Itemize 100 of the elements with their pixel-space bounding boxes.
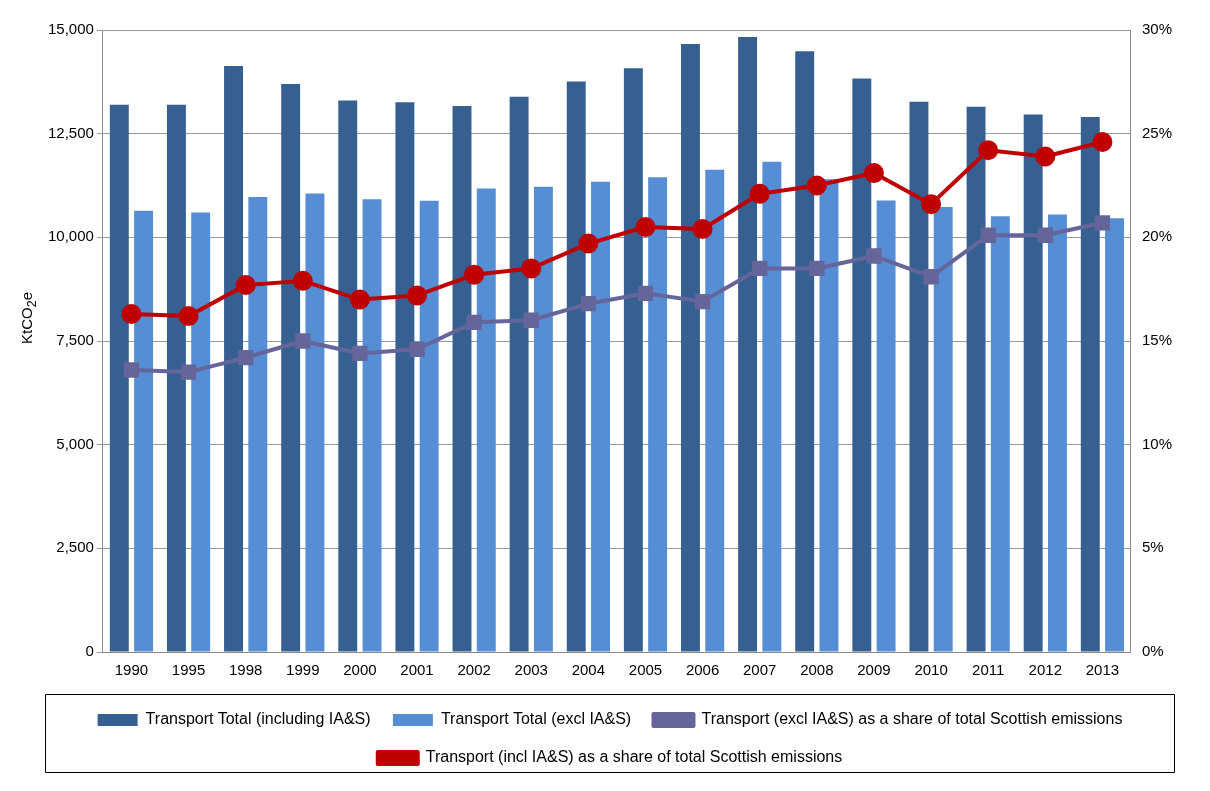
x-tick-label: 2002: [457, 661, 491, 679]
y2-tick-label: 30%: [1141, 20, 1173, 38]
point: [749, 183, 770, 204]
x-tick-label: 2006: [685, 661, 720, 679]
bar: [681, 44, 700, 652]
point: [921, 194, 942, 215]
point: [466, 314, 482, 330]
bar: [623, 68, 643, 652]
point: [694, 293, 711, 310]
x-tick-label: 2000: [343, 661, 377, 679]
x-tick-label: 2004: [571, 661, 606, 679]
y-tick-label: 7,500: [56, 331, 94, 349]
y2-tick-label: 5%: [1141, 538, 1164, 556]
bar: [738, 37, 758, 652]
bar: [166, 104, 186, 652]
point: [806, 175, 827, 196]
y-tick-label: 12,500: [47, 123, 94, 141]
x-tick-label: 2010: [914, 661, 948, 679]
point: [809, 260, 825, 277]
bar: [134, 210, 154, 652]
point: [521, 258, 542, 279]
bar: [191, 212, 211, 652]
bar: [362, 199, 382, 652]
bar: [281, 83, 301, 652]
point: [409, 341, 425, 357]
point: [866, 248, 882, 264]
point: [180, 364, 197, 380]
bar: [705, 169, 725, 652]
point: [464, 264, 485, 285]
bar: [648, 177, 668, 652]
x-tick-label: 2005: [628, 661, 663, 679]
bar: [990, 216, 1010, 652]
bar: [762, 161, 782, 652]
point: [352, 345, 368, 362]
legend-label: Transport (incl IA&S) as a share of total Scottish emissions: [425, 748, 843, 766]
bar: [1023, 114, 1043, 652]
y-tick-label: 15,000: [47, 20, 94, 38]
point: [635, 216, 656, 237]
point: [407, 285, 428, 306]
x-tick-label: 2011: [972, 661, 1005, 679]
bar: [338, 100, 358, 652]
x-tick-label: 2003: [514, 661, 548, 679]
bar: [1047, 214, 1067, 652]
point: [292, 270, 313, 291]
y2-tick-label: 15%: [1141, 331, 1173, 349]
x-tick-label: 2013: [1085, 661, 1120, 679]
bar: [566, 81, 586, 652]
bar: [909, 101, 929, 652]
bar: [795, 51, 815, 652]
x-tick-label: 1995: [171, 661, 206, 679]
bar: [852, 78, 872, 652]
point: [121, 304, 142, 325]
point: [692, 219, 713, 240]
x-tick-label: 2008: [800, 661, 834, 679]
bar: [109, 104, 129, 652]
point: [1094, 215, 1111, 231]
point: [637, 285, 654, 301]
bar: [1080, 117, 1100, 652]
point: [238, 349, 254, 366]
bar: [591, 181, 610, 652]
bar: [395, 102, 415, 652]
point: [863, 163, 884, 184]
legend-label: Transport Total (including IA&S): [145, 710, 371, 728]
point: [923, 269, 939, 285]
bar: [224, 66, 243, 652]
point: [580, 296, 597, 312]
legend-label: Transport (excl IA&S) as a share of total Scottish emissions: [701, 710, 1123, 728]
point: [235, 275, 256, 296]
bar: [248, 197, 268, 652]
bar: [476, 188, 496, 652]
x-tick-label: 1999: [286, 661, 320, 679]
point: [523, 312, 539, 328]
point: [978, 140, 999, 161]
point: [752, 260, 768, 277]
bar: [933, 207, 953, 652]
bar: [876, 200, 896, 652]
bar: [452, 105, 472, 652]
x-tick-label: 2009: [857, 661, 891, 679]
bar: [509, 96, 529, 652]
y-tick-label: 2,500: [56, 538, 94, 556]
bar: [1105, 218, 1125, 652]
y2-tick-label: 0%: [1141, 642, 1164, 660]
bar: [966, 106, 986, 652]
y-tick-label: 5,000: [56, 434, 94, 452]
bar: [819, 179, 839, 652]
x-tick-label: 1990: [114, 661, 149, 679]
y-tick-label: 0: [85, 642, 94, 660]
y2-tick-label: 25%: [1141, 123, 1173, 141]
point: [178, 306, 199, 327]
y2-tick-label: 10%: [1141, 434, 1173, 452]
bar: [419, 200, 439, 652]
x-tick-label: 2012: [1028, 661, 1062, 679]
point: [980, 227, 996, 243]
x-tick-label: 2001: [400, 661, 434, 679]
point: [578, 233, 599, 254]
point: [1035, 146, 1056, 167]
point: [1037, 227, 1053, 243]
x-tick-label: 1998: [228, 661, 263, 679]
x-tick-label: 2007: [743, 661, 777, 679]
point: [349, 289, 370, 310]
